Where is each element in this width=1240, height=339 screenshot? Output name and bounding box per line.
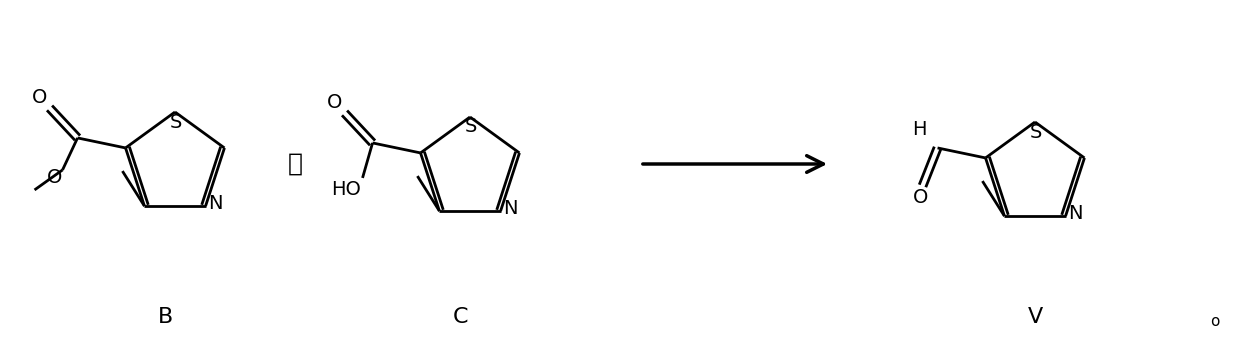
Text: O: O [327, 94, 342, 113]
Text: S: S [1029, 122, 1042, 141]
Text: 或: 或 [288, 152, 303, 176]
Text: V: V [1028, 307, 1043, 327]
Text: H: H [913, 120, 926, 139]
Text: O: O [32, 88, 47, 107]
Text: O: O [913, 188, 929, 207]
Text: C: C [453, 307, 467, 327]
Text: N: N [503, 199, 518, 218]
Text: o: o [1210, 314, 1220, 328]
Text: O: O [47, 168, 62, 187]
Text: N: N [208, 194, 223, 213]
Text: B: B [157, 307, 172, 327]
Text: N: N [1069, 203, 1083, 223]
Text: HO: HO [331, 180, 362, 199]
Text: S: S [465, 118, 477, 137]
Text: S: S [170, 113, 182, 132]
